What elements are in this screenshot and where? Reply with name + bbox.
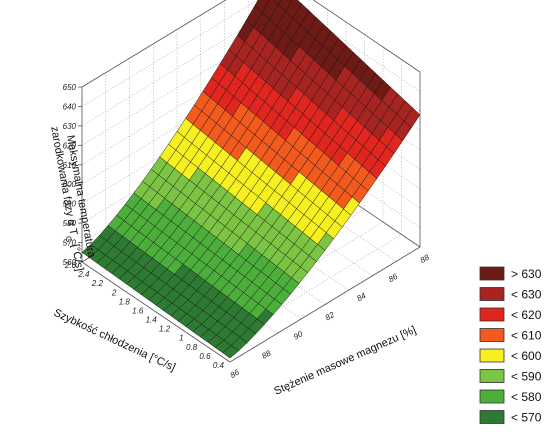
x-tick-label: 88 xyxy=(260,348,273,361)
y-tick-label: 2 xyxy=(111,288,117,297)
legend-swatch xyxy=(479,287,505,301)
legend-label: < 630 xyxy=(511,288,542,302)
z-tick-label: 600 xyxy=(63,180,77,189)
y-tick-label: 2.4 xyxy=(77,270,90,279)
y-tick-label: 2.2 xyxy=(91,279,104,288)
y-tick-label: 0.4 xyxy=(213,361,225,370)
z-axis-title-subscript: G xyxy=(64,235,74,243)
x-tick-label: 90 xyxy=(292,329,305,342)
legend-label: < 610 xyxy=(511,329,542,343)
legend-swatch xyxy=(479,328,505,342)
y-tick-label: 1 xyxy=(179,334,183,343)
y-tick-label: 1.2 xyxy=(159,325,171,334)
legend-swatch xyxy=(479,348,505,363)
z-axis-ticks: 560 570 580 590 600 610 620 630 640 650 xyxy=(63,83,82,267)
x-tick-label: 88 xyxy=(419,252,432,265)
grid-line xyxy=(81,30,273,146)
x-tick-label: 86 xyxy=(387,272,400,285)
legend-label: > 630 xyxy=(511,267,542,281)
z-axis-title: Maksymalna temperatura zarodkowania fazy… xyxy=(48,126,97,272)
legend-label: < 620 xyxy=(511,308,542,322)
z-tick-label: 630 xyxy=(63,122,77,131)
z-tick-label: 650 xyxy=(63,83,77,92)
y-axis-title: Szybkość chłodzenia [°C/s] xyxy=(52,307,177,374)
legend-swatch xyxy=(479,266,505,281)
y-axis-ticks: 2.62.42.2 21.81.61.41.2 10.80.60.4 xyxy=(64,261,225,370)
legend-swatch xyxy=(479,369,505,383)
legend-swatch xyxy=(479,389,505,404)
y-tick-label: 1.6 xyxy=(132,306,144,315)
z-tick-label: 570 xyxy=(63,239,77,248)
legend-label: < 580 xyxy=(511,390,542,404)
grid-line xyxy=(81,68,273,185)
legend: > 630 < 630 < 620 < 610 < 600 < 590 < 580 < 570 xyxy=(479,266,542,425)
grid-line xyxy=(81,0,259,107)
z-tick-label: 620 xyxy=(63,141,77,150)
z-tick-label: 560 xyxy=(63,258,77,267)
legend-label: < 590 xyxy=(511,370,542,384)
surface-facet xyxy=(222,345,239,359)
x-tick-label: 86 xyxy=(229,367,242,380)
z-tick-label: 610 xyxy=(63,161,77,170)
y-tick-label: 0.8 xyxy=(186,343,198,352)
z-axis-title-unit: [°C/s] xyxy=(69,243,86,272)
z-tick-label: 640 xyxy=(63,102,77,111)
legend-swatch xyxy=(479,410,505,424)
z-tick-label: 580 xyxy=(63,219,77,228)
axis-edge xyxy=(81,261,231,363)
y-tick-label: 1.4 xyxy=(146,316,158,325)
z-tick-label: 590 xyxy=(63,200,77,209)
x-tick-label: 82 xyxy=(324,310,337,323)
axis-edge xyxy=(312,0,421,73)
surface-mesh xyxy=(81,0,421,359)
y-tick-label: 1.8 xyxy=(119,297,131,306)
axis-edge xyxy=(81,0,227,88)
y-tick-label: 2.6 xyxy=(64,261,77,270)
x-tick-label: 84 xyxy=(355,291,368,304)
axis-edge xyxy=(229,246,421,363)
legend-label: < 570 xyxy=(511,411,542,425)
y-tick-label: 0.6 xyxy=(199,352,211,361)
legend-swatch xyxy=(479,307,505,322)
legend-label: < 600 xyxy=(511,349,542,363)
